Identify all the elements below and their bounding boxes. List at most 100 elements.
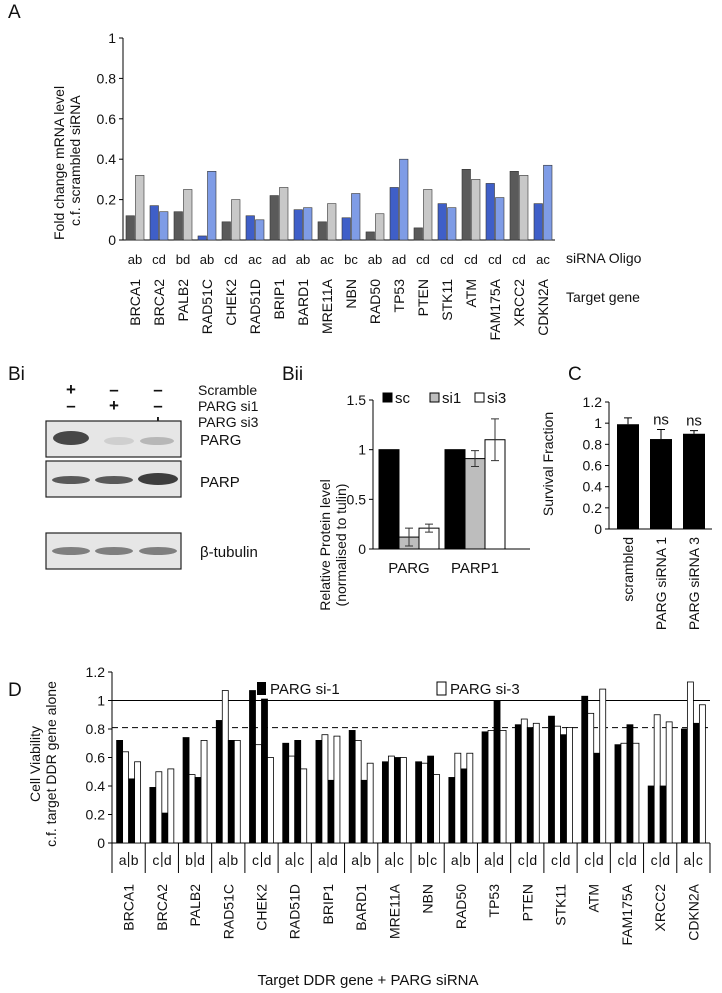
panel-d-bar (686, 681, 694, 844)
blot-label-parp: PARP (200, 474, 240, 491)
panel-c-ytick-label: 0.4 (583, 479, 603, 495)
panel-c-significance-label: ns (686, 413, 702, 430)
panel-d-oligo-label: c (551, 852, 558, 868)
panel-d: D PARG si-1 PARG si-3 Cell Viability c.f.… (8, 664, 711, 989)
panel-c-ytick-label: 1 (594, 415, 602, 431)
panel-a-ytick-label: 0 (108, 232, 116, 248)
panel-d-gene-label: RAD50 (453, 884, 469, 929)
panel-bii-ytick-label: 0.5 (347, 491, 367, 507)
panel-c-significance-label: ns (653, 412, 669, 429)
panel-d-bar (647, 785, 655, 844)
panel-a-bars (125, 158, 553, 241)
panel-a-bar (135, 175, 145, 241)
panel-d-bar (294, 740, 302, 844)
panel-d-oligo-label: c (518, 852, 525, 868)
panel-a-row-label-gene: Target gene (566, 289, 640, 305)
panel-d-oligo-label: d (264, 852, 272, 868)
panel-d-oligo-label: d (662, 852, 670, 868)
panel-d-oligo-label: c (651, 852, 658, 868)
panel-d-ytick-label: 0 (97, 835, 105, 851)
panel-c-axis: 0 0.2 0.4 0.6 0.8 1 1.2 scrambled PARG siRNA 1 PA… (583, 394, 712, 630)
panel-d-bar (288, 755, 296, 844)
panel-d-gene-label: BARD1 (353, 884, 369, 931)
panel-d-oligo-label: c (617, 852, 624, 868)
panel-d-oligo-label: b (463, 852, 471, 868)
panel-d-legend-label: PARG si-3 (450, 681, 520, 698)
panel-a-bar (173, 211, 183, 241)
panel-d-bar (221, 690, 229, 844)
blot-condition-sign: – (109, 380, 118, 399)
panel-a-bar (255, 219, 265, 241)
panel-a-oligo-label: ab (128, 252, 142, 267)
panel-bii-legend-swatch (382, 392, 393, 403)
panel-a-ytick-label: 0.6 (97, 111, 117, 127)
panel-a-oligo-label: cd (464, 252, 478, 267)
panel-bii-ytick-label: 1 (358, 442, 366, 458)
panel-a-bar (543, 164, 553, 241)
panel-d-gene-label: BRCA1 (121, 884, 137, 931)
panel-d-bar (493, 700, 501, 844)
western-blot-parg (45, 420, 182, 458)
panel-d-xlabel: Target DDR gene + PARG siRNA (257, 972, 478, 989)
panel-a-gene-label: MRE11A (319, 278, 335, 334)
panel-a-gene-label: NBN (343, 279, 359, 309)
panel-d-bar (327, 779, 335, 844)
panel-d-oligo-label: d (629, 852, 637, 868)
panel-a-bar (149, 205, 159, 241)
panel-a-bar (461, 169, 471, 241)
panel-d-oligo-label: b (131, 852, 139, 868)
blot-label-tubulin: β-tubulin (200, 544, 258, 561)
panel-d-bar (692, 722, 700, 844)
panel-c-ytick-label: 1.2 (583, 394, 603, 410)
panel-d-oligo-label: d (496, 852, 504, 868)
panel-d-bar (149, 787, 157, 844)
panel-c-error-bar (690, 430, 698, 434)
panel-d-gene-label: CDKN2A (685, 883, 701, 940)
panel-d-bar (454, 752, 462, 844)
panel-d-bar (200, 740, 208, 844)
panel-d-bar (321, 734, 329, 844)
panel-c-bar (617, 424, 639, 529)
panel-a-bar (447, 207, 457, 241)
panel-d-oligo-label: c (430, 852, 437, 868)
panel-d-bar (653, 714, 661, 844)
panel-d-oligo-label: a (285, 852, 293, 868)
panel-c-error-bar (624, 417, 632, 425)
panel-a-gene-label: ATM (463, 279, 479, 308)
panel-d-bar (227, 740, 235, 844)
blot-condition-sign: – (153, 396, 162, 415)
panel-a-bar (125, 215, 135, 241)
panel-bii-legend-label: si3 (487, 390, 506, 407)
panel-d-bar (665, 721, 673, 844)
blot-condition-label: PARG si3 (198, 414, 259, 430)
panel-a-bar (399, 158, 409, 241)
panel-d-oligo-label: c (297, 852, 304, 868)
panel-label-d: D (8, 680, 22, 701)
panel-c-bar (650, 439, 672, 529)
panel-d-bar (659, 785, 667, 844)
panel-d-bar (399, 757, 407, 844)
panel-a-gene-label: CDKN2A (535, 278, 551, 335)
panel-bii-bars (378, 418, 506, 550)
panel-a-bar (327, 203, 337, 241)
panel-a-gene-labels: BRCA1 BRCA2 PALB2 RAD51C CHEK2 RAD51D BRIP1 BAR… (127, 278, 551, 340)
panel-bii-bar (378, 449, 400, 550)
panel-d-bar (387, 755, 395, 844)
panel-d-gene-label: RAD51D (287, 884, 303, 939)
panel-d-bar (593, 752, 601, 844)
panel-a-gene-label: STK11 (439, 279, 455, 321)
panel-bii-error-bar (425, 523, 433, 533)
panel-d-bar (348, 730, 356, 844)
panel-d-oligo-label: a (683, 852, 691, 868)
panel-d-bar (155, 771, 163, 844)
panel-a-bar (341, 217, 351, 241)
blot-condition-sign: – (66, 396, 75, 415)
panel-label-a: A (8, 2, 21, 23)
panel-bii-error-bar (471, 450, 479, 468)
panel-d-bar (581, 695, 589, 844)
panel-d-oligo-label: c (152, 852, 159, 868)
panel-d-bar (354, 740, 362, 844)
panel-bii-bar (444, 449, 466, 550)
